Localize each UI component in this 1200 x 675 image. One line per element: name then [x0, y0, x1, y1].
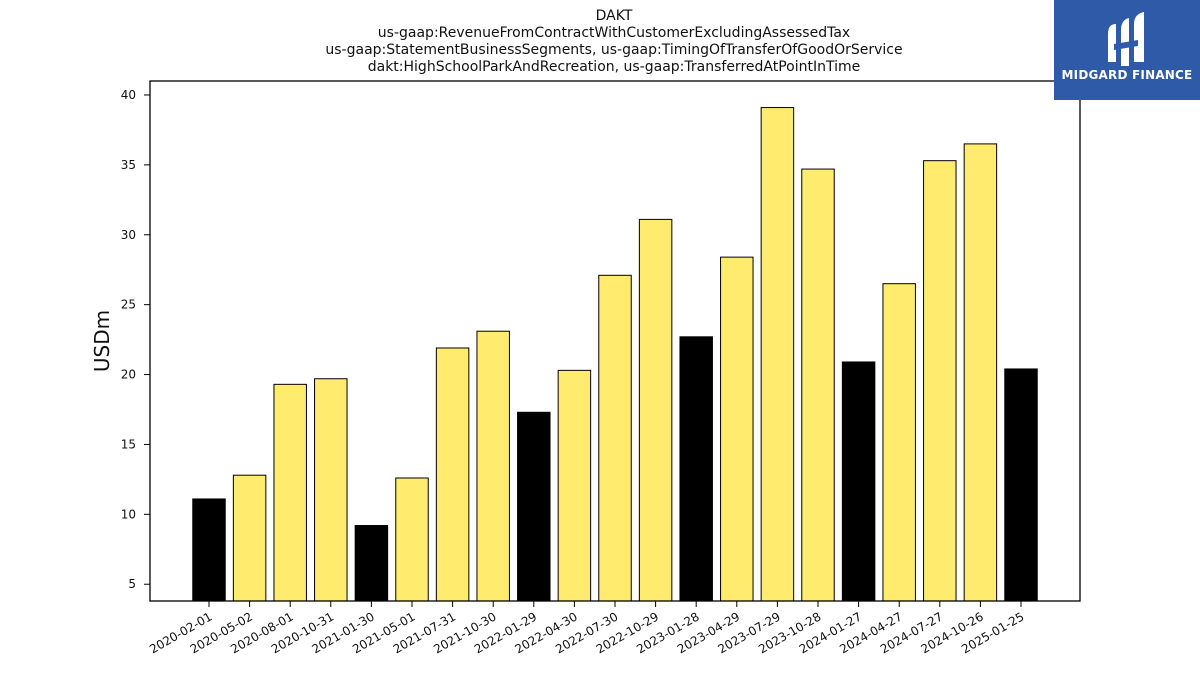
bar-2023-07-29	[760, 107, 795, 602]
plot-frame	[149, 80, 1081, 602]
bar-2020-02-01	[192, 498, 226, 602]
bar-2024-07-27	[923, 160, 957, 602]
brand-name: MIDGARD FINANCE	[1061, 68, 1193, 82]
y-tick-label: 30	[121, 228, 136, 242]
y-tick-label: 25	[121, 298, 136, 312]
x-axis: 2020-02-012020-05-022020-08-012020-10-31…	[147, 601, 1027, 656]
bar-2024-04-27	[882, 283, 916, 602]
bar-2023-01-28	[679, 336, 713, 602]
bar-2020-08-01	[273, 383, 307, 602]
brand-logo: MIDGARD FINANCE	[1054, 0, 1200, 100]
y-tick-label: 15	[121, 437, 136, 451]
y-tick-label: 35	[121, 158, 136, 172]
bar-2020-10-31	[314, 378, 348, 602]
bar-2022-07-30	[598, 274, 632, 602]
bar-2021-10-30	[476, 330, 510, 602]
y-tick-label: 20	[121, 368, 136, 382]
chart-title-line: dakt:HighSchoolParkAndRecreation, us-gaa…	[368, 59, 861, 75]
bar-2021-01-30	[354, 525, 389, 602]
y-tick-label: 5	[128, 577, 136, 591]
bar-2023-10-28	[801, 168, 835, 602]
bar-2022-01-29	[517, 411, 551, 602]
bar-2023-04-29	[720, 256, 754, 602]
chart-title-line: DAKT	[596, 8, 633, 24]
y-axis: 5 10 15 20 25 30 35 40	[121, 88, 150, 591]
bar-2021-05-01	[395, 477, 429, 602]
bar-2022-04-30	[557, 369, 592, 602]
bar-2024-01-27	[841, 361, 876, 602]
bars	[192, 107, 1038, 602]
y-tick-label: 10	[121, 507, 136, 521]
chart-title-line: us-gaap:StatementBusinessSegments, us-ga…	[325, 42, 902, 58]
bar-2021-07-31	[435, 347, 470, 602]
bar-2022-10-29	[638, 218, 673, 602]
chart-title: DAKTus-gaap:RevenueFromContractWithCusto…	[325, 8, 902, 75]
midgard-logo-icon	[1108, 12, 1144, 66]
bar-2024-10-26	[963, 143, 998, 602]
y-axis-label: USDm	[90, 310, 114, 372]
chart-title-line: us-gaap:RevenueFromContractWithCustomerE…	[378, 25, 850, 41]
y-tick-label: 40	[121, 88, 136, 102]
bar-2025-01-25	[1004, 368, 1038, 602]
bar-2020-05-02	[232, 474, 267, 602]
